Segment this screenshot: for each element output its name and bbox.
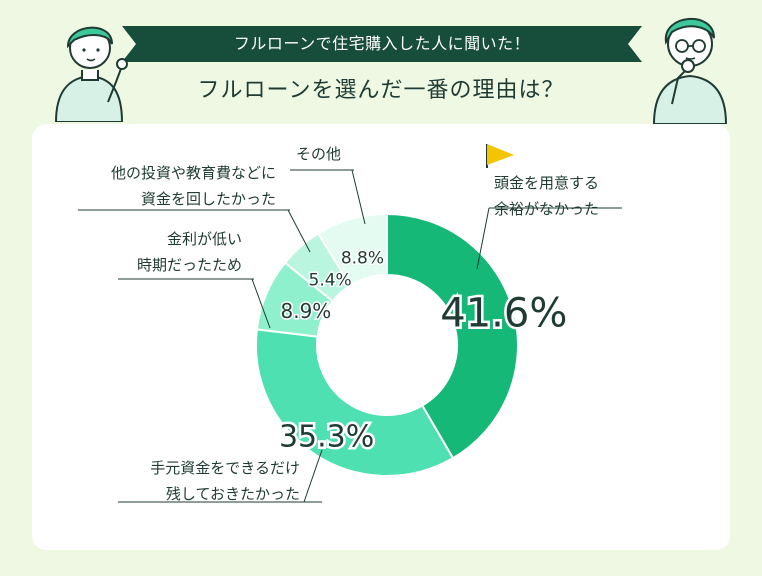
- leader-line-2: [303, 449, 323, 503]
- percent-label-2: 35.3%: [279, 419, 374, 454]
- page-title: フルローンを選んだ一番の理由は？: [197, 78, 565, 103]
- banner-ribbon-icon: [122, 26, 642, 62]
- man-thinking-illustration-icon: [652, 17, 728, 124]
- leader-line-5: [351, 169, 366, 225]
- chart-card: 41.6% 頭金を用意する 余裕がなかった 35.3% 手元資金をできるだけ残しておきた…: [32, 124, 730, 550]
- category-label-5: その他: [296, 145, 341, 163]
- donut-slice-1: [386, 212, 519, 460]
- category-label-3: 時期だったため: [137, 256, 242, 274]
- donut-slice-2: [255, 328, 455, 477]
- banner: フルローンで住宅購入した人に聞いた！: [122, 26, 642, 62]
- leader-line-4: [287, 209, 311, 253]
- flag-icon: [486, 144, 514, 168]
- category-label-2: 残しておきたかった: [166, 485, 300, 503]
- category-label-4: 資金を回したかった: [141, 190, 276, 208]
- percent-label-1: 41.6%: [440, 290, 567, 336]
- category-label-1: 余裕がなかった: [494, 200, 599, 218]
- percent-label-5: 8.8%: [341, 248, 384, 268]
- leader-line-3: [251, 278, 271, 329]
- banner-text: フルローンで住宅購入した人に聞いた！: [233, 34, 531, 53]
- leader-line-1: [476, 207, 490, 270]
- donut-slice-5: [316, 212, 388, 287]
- woman-pointing-illustration-icon: [54, 26, 128, 122]
- percent-label-4: 5.4%: [309, 270, 352, 290]
- category-label-2: 手元資金をできるだけ: [150, 459, 300, 477]
- percent-label-3: 8.9%: [281, 299, 332, 323]
- category-label-1: 頭金を用意する: [494, 174, 599, 192]
- category-label-3: 金利が低い: [167, 230, 242, 248]
- category-label-4: 他の投資や教育費などに: [111, 164, 276, 182]
